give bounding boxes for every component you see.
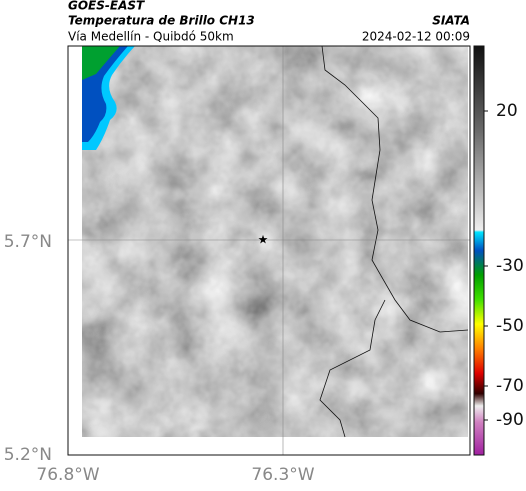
subtitle: Vía Medellín - Quibdó 50km	[68, 30, 234, 44]
colorbar-label: -30	[496, 256, 524, 276]
colorbar-label: -50	[496, 316, 524, 336]
colorbar	[473, 45, 485, 456]
lon-label: 76.8°W	[36, 465, 99, 485]
title: Temperatura de Brillo CH13	[68, 14, 255, 28]
datetime: 2024-02-12 00:09	[362, 30, 470, 44]
org: SIATA	[432, 14, 470, 28]
colorbar-label: -70	[496, 376, 524, 396]
map-frame	[67, 45, 471, 456]
lat-label: 5.7°N	[4, 232, 52, 252]
lat-label: 5.2°N	[4, 445, 52, 465]
colorbar-ticks: 20 -30 -50 -70 -90	[484, 101, 524, 430]
colorbar-label: 20	[496, 101, 518, 121]
colorbar-label: -90	[496, 410, 524, 430]
map-area: ★	[67, 45, 471, 456]
source: GOES-EAST	[68, 0, 145, 13]
location-star: ★	[258, 233, 269, 247]
borders	[319, 45, 469, 438]
brightness-texture	[82, 46, 468, 437]
cold-cloud-core	[82, 46, 120, 80]
lon-label: 76.3°W	[251, 465, 314, 485]
